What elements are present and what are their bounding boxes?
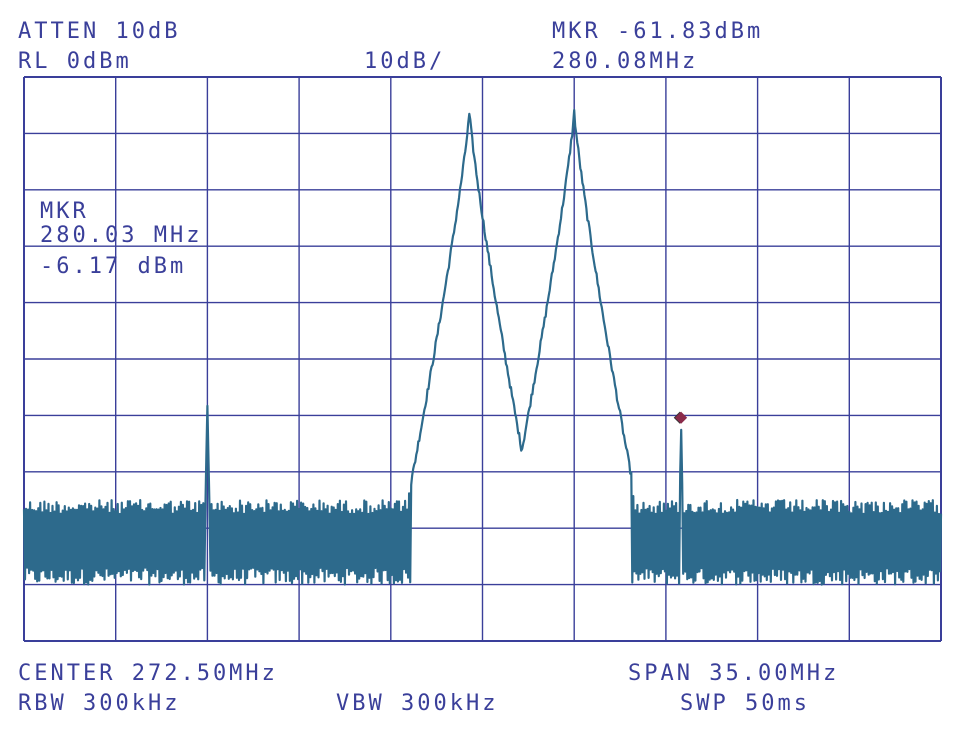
rbw-label: RBW 300kHz	[18, 691, 181, 716]
reference-level-label: RL 0dBm	[18, 49, 132, 74]
spectrum-trace	[22, 108, 943, 586]
marker-level-label: MKR -61.83dBm	[552, 19, 764, 44]
inset-marker-level: -6.17 dBm	[40, 254, 187, 279]
marker-frequency-label: 280.08MHz	[552, 49, 699, 74]
inset-marker-frequency: 280.03 MHz	[40, 223, 203, 248]
scale-label: 10dB/	[364, 49, 446, 74]
markers-group	[673, 411, 688, 424]
span-label: SPAN 35.00MHz	[628, 661, 840, 686]
vbw-label: VBW 300kHz	[336, 691, 499, 716]
inset-marker-title: MKR	[40, 199, 89, 224]
sweep-time-label: SWP 50ms	[680, 691, 810, 716]
active-marker-diamond	[675, 411, 688, 424]
atten-label: ATTEN 10dB	[18, 19, 181, 44]
center-frequency-label: CENTER 272.50MHz	[18, 661, 278, 686]
trace-group	[22, 108, 943, 586]
grid-lines	[23, 76, 942, 642]
